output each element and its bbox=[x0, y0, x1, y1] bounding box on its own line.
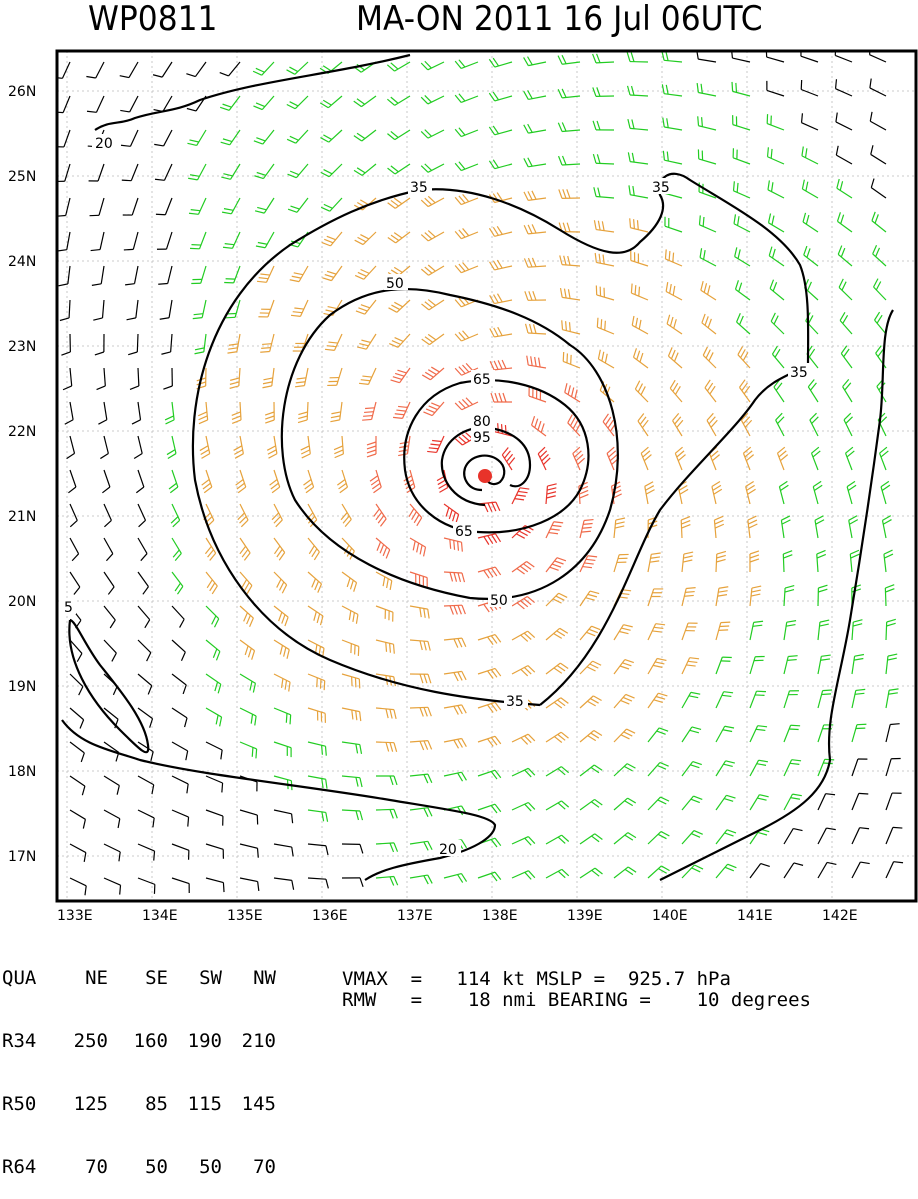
lat-label-24n: 24N bbox=[8, 254, 36, 270]
vmax-mslp-line: VMAX = 114 kt MSLP = 925.7 hPa bbox=[342, 968, 731, 990]
contour-label-35-north: 35 bbox=[410, 180, 428, 196]
table-header-cell: NE bbox=[46, 968, 108, 989]
table-cell: R50 bbox=[2, 1094, 46, 1115]
lon-label-137e: 137E bbox=[397, 908, 433, 924]
lon-label-141e: 141E bbox=[737, 908, 773, 924]
contour-label-50-south: 50 bbox=[490, 593, 508, 609]
table-cell: 115 bbox=[168, 1094, 222, 1115]
lat-label-20n: 20N bbox=[8, 594, 36, 610]
wind-map: 20 35 35 50 65 80 95 65 50 35 35 5 20 26… bbox=[0, 0, 918, 930]
lon-label-142e: 142E bbox=[822, 908, 858, 924]
lat-label-19n: 19N bbox=[8, 679, 36, 695]
lon-label-134e: 134E bbox=[142, 908, 178, 924]
contour-label-80: 80 bbox=[473, 414, 491, 430]
contour-label-35-east: 35 bbox=[790, 365, 808, 381]
table-cell: 50 bbox=[108, 1157, 168, 1178]
lat-label-25n: 25N bbox=[8, 169, 36, 185]
table-header-row: QUA NE SE SW NW bbox=[2, 968, 276, 989]
table-cell: R34 bbox=[2, 1031, 46, 1052]
contour-label-65-south: 65 bbox=[455, 524, 473, 540]
table-header-cell: SE bbox=[108, 968, 168, 989]
lat-label-18n: 18N bbox=[8, 764, 36, 780]
lon-label-140e: 140E bbox=[652, 908, 688, 924]
table-cell: R64 bbox=[2, 1157, 46, 1178]
contour-label-65-north: 65 bbox=[473, 372, 491, 388]
lon-label-133e: 133E bbox=[57, 908, 93, 924]
table-cell: 85 bbox=[108, 1094, 168, 1115]
table-row: R64 70 50 50 70 bbox=[2, 1157, 276, 1178]
table-cell: 50 bbox=[168, 1157, 222, 1178]
table-row: R34 250 160 190 210 bbox=[2, 1031, 276, 1052]
table-header-cell: QUA bbox=[2, 968, 46, 989]
table-header-cell: SW bbox=[168, 968, 222, 989]
contour-label-5: 5 bbox=[64, 600, 73, 616]
longitude-labels: 133E 134E 135E 136E 137E 138E 139E 140E … bbox=[57, 908, 858, 924]
contour-label-50-north: 50 bbox=[386, 276, 404, 292]
lon-label-136e: 136E bbox=[312, 908, 348, 924]
contour-label-20-north: 20 bbox=[95, 136, 113, 152]
contour-label-95: 95 bbox=[473, 430, 491, 446]
contour-label-20-south: 20 bbox=[439, 842, 457, 858]
rmw-bearing-line: RMW = 18 nmi BEARING = 10 degrees bbox=[342, 989, 811, 1011]
lat-label-23n: 23N bbox=[8, 339, 36, 355]
table-cell: 125 bbox=[46, 1094, 108, 1115]
table-cell: 70 bbox=[222, 1157, 276, 1178]
storm-center-marker bbox=[478, 469, 492, 483]
table-cell: 160 bbox=[108, 1031, 168, 1052]
lon-label-135e: 135E bbox=[227, 908, 263, 924]
table-cell: 70 bbox=[46, 1157, 108, 1178]
latitude-labels: 26N 25N 24N 23N 22N 21N 20N 19N 18N 17N bbox=[8, 84, 36, 865]
table-cell: 250 bbox=[46, 1031, 108, 1052]
lat-label-21n: 21N bbox=[8, 509, 36, 525]
table-header-cell: NW bbox=[222, 968, 276, 989]
table-cell: 190 bbox=[168, 1031, 222, 1052]
lon-label-139e: 139E bbox=[567, 908, 603, 924]
contour-label-35-northeast: 35 bbox=[652, 180, 670, 196]
lat-label-26n: 26N bbox=[8, 84, 36, 100]
wind-radii-table: QUA NE SE SW NW R34 250 160 190 210 R50 … bbox=[2, 926, 276, 1199]
contour-label-35-south: 35 bbox=[506, 694, 524, 710]
lat-label-17n: 17N bbox=[8, 849, 36, 865]
table-cell: 145 bbox=[222, 1094, 276, 1115]
lat-label-22n: 22N bbox=[8, 424, 36, 440]
table-cell: 210 bbox=[222, 1031, 276, 1052]
lon-label-138e: 138E bbox=[482, 908, 518, 924]
table-row: R50 125 85 115 145 bbox=[2, 1094, 276, 1115]
